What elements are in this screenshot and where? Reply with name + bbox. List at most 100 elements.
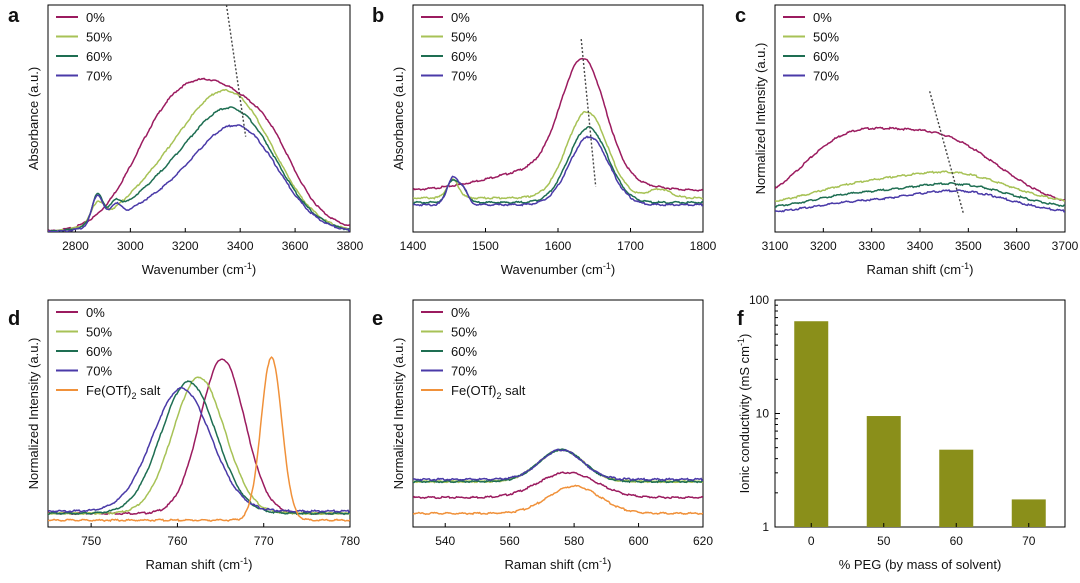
legend-label: 60% xyxy=(813,49,839,64)
series-line-0 xyxy=(413,471,703,500)
legend-label: Fe(OTf)2 salt xyxy=(86,383,161,401)
x-tick-label: 60 xyxy=(950,534,964,548)
x-tick-label: 3300 xyxy=(858,239,885,253)
panel-label: a xyxy=(8,5,20,27)
panel-e: e 540 560 580 600 620 Raman shift (cm-1) Normal… xyxy=(372,299,713,572)
x-axis-label: Raman shift (cm-1) xyxy=(505,556,612,572)
legend-label-sub: 2 xyxy=(132,391,137,401)
series-line-60 xyxy=(413,448,703,484)
x-tick-label: 3200 xyxy=(172,239,199,253)
bar-70 xyxy=(1011,499,1046,527)
legend-label: 70% xyxy=(451,364,477,379)
series-line-0 xyxy=(775,126,1065,202)
panel-label: d xyxy=(8,308,20,330)
x-tick-label: 70 xyxy=(1022,534,1036,548)
series-line-60 xyxy=(48,380,350,516)
series-line-FeOTf2salt xyxy=(413,484,703,516)
x-axis-label-end: ) xyxy=(607,557,611,572)
legend-label-part: salt xyxy=(137,383,161,398)
panel-d: d 750 760 770 780 Raman shift (cm-1) Normalize… xyxy=(8,299,360,572)
plot-frame xyxy=(47,4,351,233)
series-line-50 xyxy=(48,88,350,232)
peak-shift-guide xyxy=(225,4,247,137)
y-axis-label-text: Ionic conductivity (mS cm xyxy=(737,346,752,493)
legend-label: 0% xyxy=(86,10,105,25)
legend-label: 50% xyxy=(451,325,477,340)
x-tick-label: 3400 xyxy=(227,239,254,253)
y-tick-label: 10 xyxy=(756,407,770,421)
series-line-50 xyxy=(413,110,703,200)
x-tick-label: 750 xyxy=(81,534,101,548)
legend-label: 0% xyxy=(86,305,105,320)
panel-f: f 1 10 100 0 50 60 70 % PEG (by mass of solvent)… xyxy=(736,293,1066,572)
series-line-70 xyxy=(775,189,1065,213)
x-axis-label-text: Raman shift (cm xyxy=(505,557,600,572)
x-tick-label: 3700 xyxy=(1052,239,1079,253)
x-axis-label-end: ) xyxy=(252,262,256,277)
x-axis-label-end: ) xyxy=(969,262,973,277)
legend-label: Fe(OTf)2 salt xyxy=(451,383,526,401)
x-tick-label: 540 xyxy=(435,534,455,548)
panel-label: b xyxy=(372,5,384,27)
x-tick-label: 50 xyxy=(877,534,891,548)
series-line-70 xyxy=(48,124,350,232)
series-line-60 xyxy=(48,106,350,232)
bar-0 xyxy=(794,321,829,527)
x-axis-label: Raman shift (cm-1) xyxy=(867,261,974,277)
series-line-60 xyxy=(413,125,703,205)
legend-label: 50% xyxy=(86,30,112,45)
x-axis-label-text: Wavenumber (cm xyxy=(142,262,244,277)
x-tick-label: 3800 xyxy=(337,239,364,253)
x-tick-label: 760 xyxy=(167,534,187,548)
x-axis-label-end: ) xyxy=(611,262,615,277)
legend-label: 70% xyxy=(813,69,839,84)
x-axis-label-sup: -1 xyxy=(244,261,252,271)
x-axis-label-sup: -1 xyxy=(603,261,611,271)
x-axis-label-text: Wavenumber (cm xyxy=(501,262,603,277)
x-axis-label-sup: -1 xyxy=(240,556,248,566)
y-tick-label: 100 xyxy=(749,293,769,307)
bar-50 xyxy=(866,416,901,527)
legend-label-sub: 2 xyxy=(497,391,502,401)
panel-a: a 2800 3000 3200 3400 3600 3800 Wavenumber (cm-… xyxy=(8,4,364,277)
x-tick-label: 0 xyxy=(808,534,815,548)
legend-label: 60% xyxy=(86,344,112,359)
panel-b: b 1400 1500 1600 1700 1800 Wavenumber (cm-1) Ab… xyxy=(372,4,717,277)
plot-frame xyxy=(412,299,704,528)
y-axis-label: Normalized Intensity (a.u.) xyxy=(753,43,768,195)
x-tick-label: 3000 xyxy=(117,239,144,253)
x-tick-label: 780 xyxy=(340,534,360,548)
x-tick-label: 770 xyxy=(254,534,274,548)
panel-label: e xyxy=(372,308,383,330)
x-tick-label: 3200 xyxy=(810,239,837,253)
legend-label-part: Fe(OTf) xyxy=(86,383,132,398)
peak-shift-guide xyxy=(580,38,597,187)
series-line-50 xyxy=(775,170,1065,202)
legend-label: 50% xyxy=(86,325,112,340)
legend-label: 0% xyxy=(451,305,470,320)
legend-label: 50% xyxy=(451,30,477,45)
legend-label-part: salt xyxy=(502,383,526,398)
legend-label: 0% xyxy=(451,10,470,25)
x-axis-label-sup: -1 xyxy=(961,261,969,271)
legend-label: 60% xyxy=(86,49,112,64)
legend-label: 0% xyxy=(813,10,832,25)
x-tick-label: 600 xyxy=(629,534,649,548)
x-axis-label: Wavenumber (cm-1) xyxy=(142,261,256,277)
legend-label-part: Fe(OTf) xyxy=(451,383,497,398)
y-axis-label: Normalized Intensity (a.u.) xyxy=(26,338,41,490)
panel-label: c xyxy=(735,5,746,27)
x-axis-label-sup: -1 xyxy=(599,556,607,566)
y-axis-label-end: ) xyxy=(737,334,752,338)
series-line-FeOTf2salt xyxy=(48,356,350,523)
x-tick-label: 3400 xyxy=(907,239,934,253)
x-tick-label: 3500 xyxy=(955,239,982,253)
legend-label: 70% xyxy=(451,69,477,84)
series-line-60 xyxy=(775,182,1065,208)
x-axis-label: Wavenumber (cm-1) xyxy=(501,261,615,277)
x-tick-label: 3100 xyxy=(762,239,789,253)
x-tick-label: 1600 xyxy=(545,239,572,253)
series-line-70 xyxy=(48,387,350,513)
x-axis-label-end: ) xyxy=(248,557,252,572)
x-tick-label: 560 xyxy=(500,534,520,548)
